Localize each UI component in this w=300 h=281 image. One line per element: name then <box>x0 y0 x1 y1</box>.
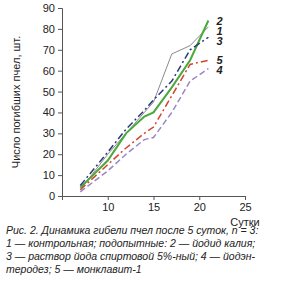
y-tick-label: 90 <box>43 2 55 14</box>
legend-label: 5 <box>216 54 223 66</box>
series-line <box>80 37 208 185</box>
x-tick-label: 10 <box>102 201 114 213</box>
x-tick-mark <box>199 196 200 200</box>
x-tick: 15 <box>148 196 160 213</box>
y-tick-mark <box>58 8 62 9</box>
series-line <box>80 27 208 190</box>
caption-line: 1 — контрольная; подопытные: 2 — йодид к… <box>6 237 255 249</box>
y-tick: 20 <box>43 148 62 160</box>
y-tick-mark <box>58 175 62 176</box>
x-axis-line <box>63 197 246 201</box>
y-tick-label: 40 <box>43 106 55 118</box>
y-tick: 40 <box>43 106 62 118</box>
y-axis-line <box>58 9 63 197</box>
y-tick: 60 <box>43 65 62 77</box>
x-tick-label: 20 <box>194 201 206 213</box>
y-tick-mark <box>58 92 62 93</box>
caption-line: 3 — раствор йода спиртовой 5%-ный; 4 — й… <box>6 250 255 262</box>
chart: 101520250102030405060708090СуткиЧисло по… <box>0 0 300 281</box>
caption: Рис. 2. Динамика гибели пчел после 5 сут… <box>6 224 258 275</box>
y-tick-label: 0 <box>49 190 55 202</box>
y-tick: 30 <box>43 127 62 139</box>
y-tick: 80 <box>43 23 62 35</box>
y-tick: 50 <box>43 86 62 98</box>
y-tick: 90 <box>43 2 62 14</box>
x-tick-label: 25 <box>239 201 251 213</box>
x-tick-label: 15 <box>148 201 160 213</box>
legend-label: 3 <box>216 35 222 47</box>
y-tick-mark <box>58 154 62 155</box>
x-tick: 25 <box>239 196 251 213</box>
y-tick-label: 50 <box>43 86 55 98</box>
y-axis: 0 10 20 30 40 50 60 70 80 90 <box>43 2 63 202</box>
caption-line: Рис. 2. Динамика гибели пчел после 5 сут… <box>6 224 258 236</box>
x-tick-mark <box>154 196 155 200</box>
y-tick-label: 80 <box>43 23 55 35</box>
y-tick-mark <box>58 50 62 51</box>
y-tick-mark <box>58 71 62 72</box>
x-tick: 20 <box>194 196 206 213</box>
y-tick-mark <box>58 133 62 134</box>
y-tick: 0 <box>49 190 62 202</box>
y-tick-mark <box>58 196 62 197</box>
y-tick-label: 20 <box>43 148 55 160</box>
y-tick-label: 10 <box>43 169 55 181</box>
y-tick: 10 <box>43 169 62 181</box>
y-tick-label: 60 <box>43 65 55 77</box>
caption-line: теродез; 5 — монклавит-1 <box>6 263 142 275</box>
x-tick-mark <box>245 196 246 200</box>
series-line <box>80 21 208 188</box>
x-tick: 10 <box>102 196 114 213</box>
y-tick-label: 70 <box>43 44 55 56</box>
series-line <box>80 69 208 192</box>
y-tick-mark <box>58 29 62 30</box>
x-axis: 10 15 20 25 <box>63 196 252 213</box>
y-tick-label: 30 <box>43 127 55 139</box>
x-tick-mark <box>108 196 109 200</box>
lines <box>80 21 208 192</box>
y-tick-mark <box>58 112 62 113</box>
legend: 12345 <box>215 15 223 77</box>
y-axis-title: Число погибших пчел, шт. <box>10 36 22 168</box>
y-tick: 70 <box>43 44 62 56</box>
legend-label: 2 <box>215 15 222 27</box>
series-line <box>80 60 208 190</box>
